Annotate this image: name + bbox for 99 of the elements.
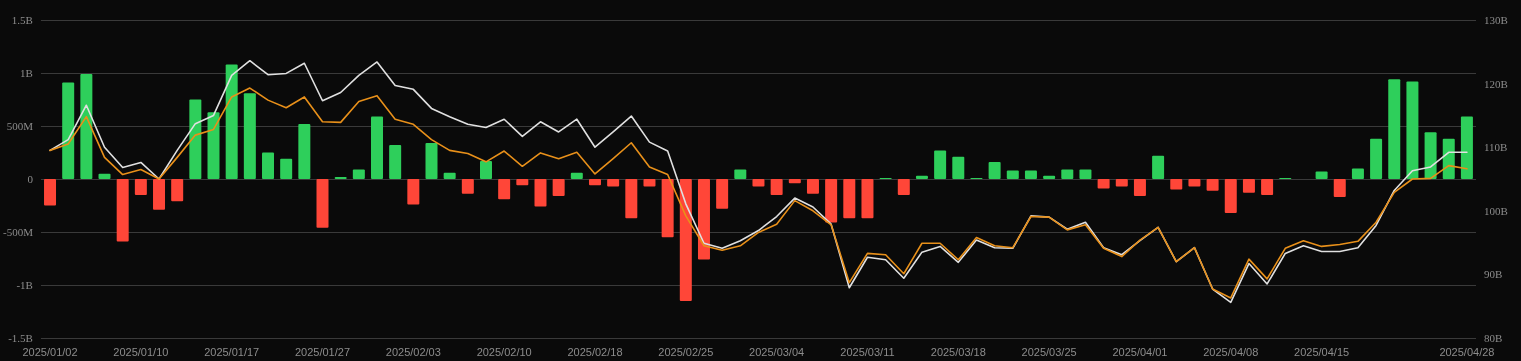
bar bbox=[843, 179, 856, 219]
bar bbox=[1006, 170, 1019, 179]
bar bbox=[934, 150, 947, 179]
bar bbox=[262, 152, 275, 179]
y2-tick-label: 100B bbox=[1484, 204, 1508, 217]
bar bbox=[897, 179, 910, 195]
bar bbox=[407, 179, 420, 205]
bar bbox=[1351, 168, 1364, 179]
bar bbox=[316, 179, 329, 228]
bar bbox=[1388, 79, 1401, 179]
x-tick-label: 2025/02/10 bbox=[476, 345, 532, 358]
bar bbox=[189, 99, 202, 179]
bar bbox=[171, 179, 184, 202]
bar bbox=[80, 74, 93, 179]
x-tick-label: 2025/02/03 bbox=[385, 345, 441, 358]
bar bbox=[243, 93, 256, 179]
bar bbox=[1224, 179, 1237, 213]
bar bbox=[988, 162, 1001, 179]
bar bbox=[679, 179, 692, 301]
bar bbox=[1333, 179, 1346, 198]
bar bbox=[570, 172, 583, 179]
x-tick-label: 2025/01/02 bbox=[22, 345, 78, 358]
bar bbox=[1261, 179, 1274, 195]
bar bbox=[552, 179, 565, 196]
bar bbox=[389, 145, 402, 179]
bar bbox=[697, 179, 710, 260]
bar bbox=[1170, 179, 1183, 190]
bar bbox=[952, 156, 965, 179]
x-tick-label: 2025/04/28 bbox=[1439, 345, 1495, 358]
y-tick-label: -1B bbox=[16, 279, 33, 291]
bar bbox=[461, 179, 474, 194]
bar bbox=[62, 82, 75, 179]
bar bbox=[352, 169, 365, 179]
bar bbox=[371, 116, 383, 179]
x-tick-label: 2025/04/01 bbox=[1112, 345, 1168, 358]
y2-tick-label: 110B bbox=[1484, 141, 1508, 154]
bar bbox=[625, 179, 638, 219]
bar bbox=[661, 179, 674, 238]
y-tick-label: 1.5B bbox=[11, 14, 33, 26]
bar bbox=[425, 142, 438, 179]
y-tick-label: 0 bbox=[27, 173, 34, 185]
bar bbox=[1097, 179, 1110, 189]
y-tick-label: -1.5B bbox=[8, 332, 33, 344]
y2-tick-label: 90B bbox=[1484, 268, 1503, 281]
bar bbox=[1315, 171, 1328, 179]
bar bbox=[1188, 179, 1201, 187]
y2-tick-label: 120B bbox=[1484, 77, 1508, 90]
y-tick-label: 1B bbox=[20, 67, 33, 79]
bar bbox=[534, 179, 547, 207]
bar bbox=[443, 172, 456, 179]
bar bbox=[1133, 179, 1146, 196]
bar bbox=[1152, 155, 1165, 179]
bar bbox=[588, 179, 601, 186]
x-tick-label: 2025/04/08 bbox=[1203, 345, 1259, 358]
bar bbox=[479, 160, 492, 179]
bar bbox=[1460, 116, 1473, 179]
bar bbox=[825, 179, 838, 223]
bar bbox=[1442, 138, 1455, 179]
x-tick-label: 2025/02/25 bbox=[658, 345, 714, 358]
bar bbox=[298, 123, 311, 179]
bar bbox=[134, 179, 147, 195]
x-tick-label: 2025/03/11 bbox=[840, 345, 895, 358]
bar bbox=[1061, 169, 1074, 179]
bar bbox=[225, 64, 238, 179]
bar bbox=[1079, 169, 1092, 179]
bar bbox=[734, 169, 747, 179]
bar bbox=[153, 179, 166, 210]
bar bbox=[716, 179, 729, 209]
x-tick-label: 2025/03/04 bbox=[749, 345, 805, 358]
x-tick-label: 2025/01/10 bbox=[113, 345, 169, 358]
x-tick-label: 2025/01/17 bbox=[204, 345, 260, 358]
bar bbox=[116, 179, 129, 242]
y2-tick-label: 80B bbox=[1484, 332, 1503, 344]
bar bbox=[207, 112, 220, 179]
x-tick-label: 2025/03/18 bbox=[930, 345, 986, 358]
bar bbox=[770, 179, 783, 195]
bar bbox=[607, 179, 620, 187]
bar bbox=[516, 179, 529, 186]
bar bbox=[643, 179, 656, 187]
bar bbox=[1024, 170, 1037, 179]
bar bbox=[1115, 179, 1128, 187]
bar bbox=[498, 179, 511, 200]
y-tick-label: -500M bbox=[2, 226, 34, 238]
bar bbox=[752, 179, 765, 187]
bar bbox=[280, 158, 293, 179]
x-tick-label: 2025/01/27 bbox=[294, 345, 351, 358]
y-tick-label: 500M bbox=[6, 120, 34, 132]
x-tick-label: 2025/04/15 bbox=[1294, 345, 1350, 358]
bar bbox=[861, 179, 874, 219]
bar bbox=[1206, 179, 1219, 191]
x-tick-label: 2025/03/25 bbox=[1021, 345, 1077, 358]
bar bbox=[1242, 179, 1255, 193]
bar bbox=[44, 179, 57, 206]
bar bbox=[1370, 138, 1383, 179]
x-tick-label: 2025/02/18 bbox=[567, 345, 623, 358]
bar bbox=[806, 179, 819, 194]
bar bbox=[1424, 132, 1437, 179]
y2-tick-label: 130B bbox=[1484, 14, 1508, 26]
bar bbox=[1406, 81, 1419, 179]
